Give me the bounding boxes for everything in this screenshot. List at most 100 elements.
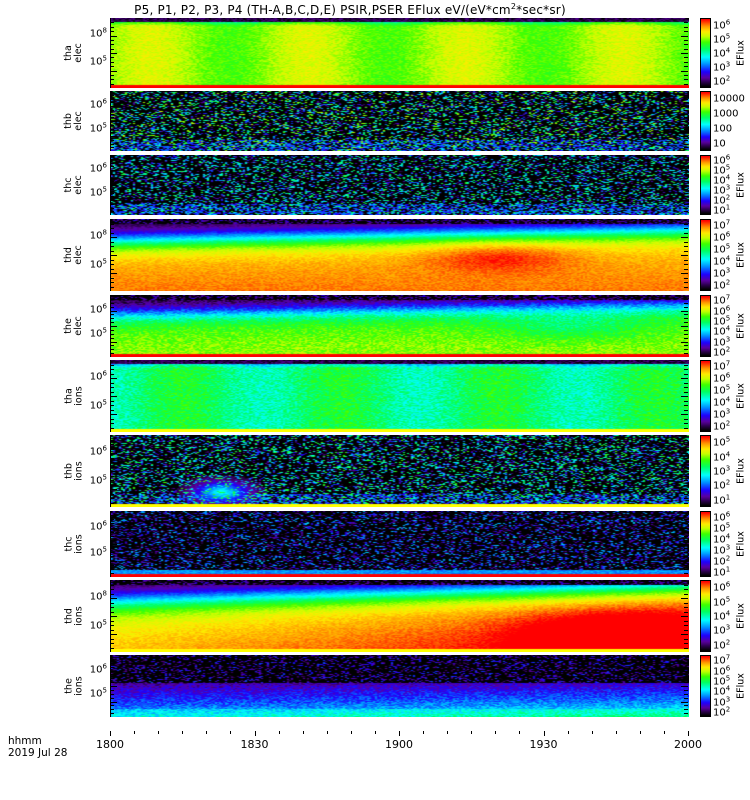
y-tick-mark (110, 405, 114, 406)
y-tick-mark (684, 611, 688, 613)
y-tick-mark (110, 689, 114, 691)
y-tick-mark (110, 250, 114, 252)
colorbar-tick-label: 102 (713, 345, 731, 359)
panel-thb-elec[interactable]: thb elec 106 105 (63, 91, 689, 151)
colorbar-tick-label: 104 (713, 173, 731, 187)
panel-thc-ions[interactable]: thc ions 106 105 (63, 511, 689, 577)
heatmap-the-elec[interactable] (110, 295, 689, 357)
y-tick-mark (110, 128, 114, 130)
x-minor-tick-mark (134, 731, 136, 734)
colorbar-tick-label: 100 (713, 123, 733, 134)
colorbar-tick-label: 102 (713, 478, 731, 493)
y-tick-mark (684, 625, 688, 626)
colorbar-tick-label: 103 (713, 60, 731, 74)
y-tick-mark (110, 560, 117, 562)
x-minor-tick-mark (278, 731, 280, 734)
colorbar-tick-label: 102 (713, 419, 731, 433)
panel-thb-ions[interactable]: thb ions 106 105 (63, 435, 689, 507)
y-tick-mark (684, 318, 688, 320)
y-tick-mark (110, 493, 114, 495)
heatmap-thd-ions[interactable] (110, 580, 689, 652)
panel-label-line2: elec (73, 245, 85, 265)
panel-thd-elec[interactable]: thd elec 108 105 (63, 219, 689, 291)
y-tick-mark (684, 177, 688, 179)
y-tick-mark (110, 400, 114, 402)
y-tick-mark (684, 584, 688, 586)
y-tick-mark (110, 185, 117, 186)
y-tick-mark (684, 61, 688, 63)
y-tick-mark (110, 310, 117, 312)
panel-the-ions[interactable]: the ions 106 105 (63, 655, 689, 717)
colorbar-gradient (700, 655, 711, 717)
heatmap-tha-ions[interactable] (110, 360, 689, 432)
heatmap-thb-ions[interactable] (110, 435, 689, 507)
heatmap-thc-ions[interactable] (110, 511, 689, 577)
y-tick-mark (684, 638, 688, 640)
y-tick-mark (110, 697, 114, 699)
y-tick-mark (684, 302, 688, 304)
y-tick-mark (110, 166, 114, 168)
panel-thd-ions[interactable]: thd ions 108 105 (63, 580, 689, 652)
y-tick-mark (684, 147, 688, 149)
panel-label-line2: elec (73, 111, 85, 131)
y-tick-label: 108 (89, 26, 107, 41)
y-tick-mark (684, 593, 688, 595)
heatmap-thb-elec[interactable] (110, 91, 689, 151)
y-tick-mark (110, 701, 117, 703)
colorbar-tick-label: 104 (713, 46, 731, 60)
y-tick-mark (110, 273, 117, 274)
y-tick-mark (684, 139, 688, 141)
y-tick-mark (681, 544, 688, 545)
y-tick-mark (110, 337, 114, 339)
panel-the-elec[interactable]: the elec 106 105 (63, 295, 689, 357)
y-tick-mark (681, 121, 688, 122)
y-tick-mark (684, 102, 688, 104)
y-tick-mark (110, 662, 114, 664)
panel-thc-elec[interactable]: thc elec 106 105 (63, 155, 689, 215)
y-tick-mark (684, 484, 688, 486)
y-tick-mark (681, 310, 688, 312)
y-tick-mark (110, 457, 114, 459)
y-tick-mark (110, 713, 114, 715)
y-tick-mark (681, 237, 688, 238)
y-tick-label: 105 (89, 185, 107, 199)
colorbar-tick-label: 106 (713, 663, 731, 678)
heatmap-the-ions[interactable] (110, 655, 689, 717)
panel-tha-elec[interactable]: tha elec 108 105 (63, 18, 689, 88)
colorbar-gradient (700, 91, 711, 151)
x-tick-mark (254, 731, 256, 736)
y-tick-mark (110, 387, 114, 388)
heatmap-thd-elec[interactable] (110, 219, 689, 291)
colorbar-tick-label: 101 (713, 493, 731, 507)
colorbar-tick-label: 102 (713, 705, 731, 719)
colorbar-the-elec: 107 106 105 104 103 102 EFlux (700, 293, 750, 359)
colorbar-gradient (700, 155, 711, 215)
colorbar-tick-label: 104 (713, 324, 731, 338)
y-tick-mark (684, 192, 688, 194)
y-tick-mark (110, 602, 114, 604)
panel-tha-ions[interactable]: tha ions 106 105 (63, 360, 689, 432)
y-tick-mark (110, 643, 114, 644)
colorbar-tick-label: 103 (713, 623, 731, 638)
y-tick-mark (681, 136, 688, 137)
y-tick-mark (684, 345, 688, 347)
colorbar-tick-label: 102 (713, 74, 731, 88)
y-tick-mark (684, 682, 688, 684)
y-tick-mark (684, 113, 688, 115)
y-tick-label: 108 (89, 228, 107, 242)
heatmap-thc-elec[interactable] (110, 155, 689, 215)
y-tick-label: 105 (89, 617, 107, 632)
y-tick-mark (684, 48, 688, 50)
plot-title-tail: *sec*sr) (516, 3, 566, 17)
time-format-label: hhmm (8, 735, 42, 747)
colorbar-tick-label: 105 (713, 435, 731, 449)
y-tick-mark (684, 568, 688, 570)
colorbar-tick-label: 106 (713, 303, 731, 318)
y-tick-mark (684, 353, 688, 355)
y-tick-mark (110, 192, 114, 194)
y-tick-mark (684, 158, 688, 160)
y-tick-mark (684, 391, 688, 393)
heatmap-tha-elec[interactable] (110, 18, 689, 88)
y-tick-mark (684, 228, 688, 229)
time-axis-label: hhmm 2019 Jul 28 (8, 735, 67, 759)
